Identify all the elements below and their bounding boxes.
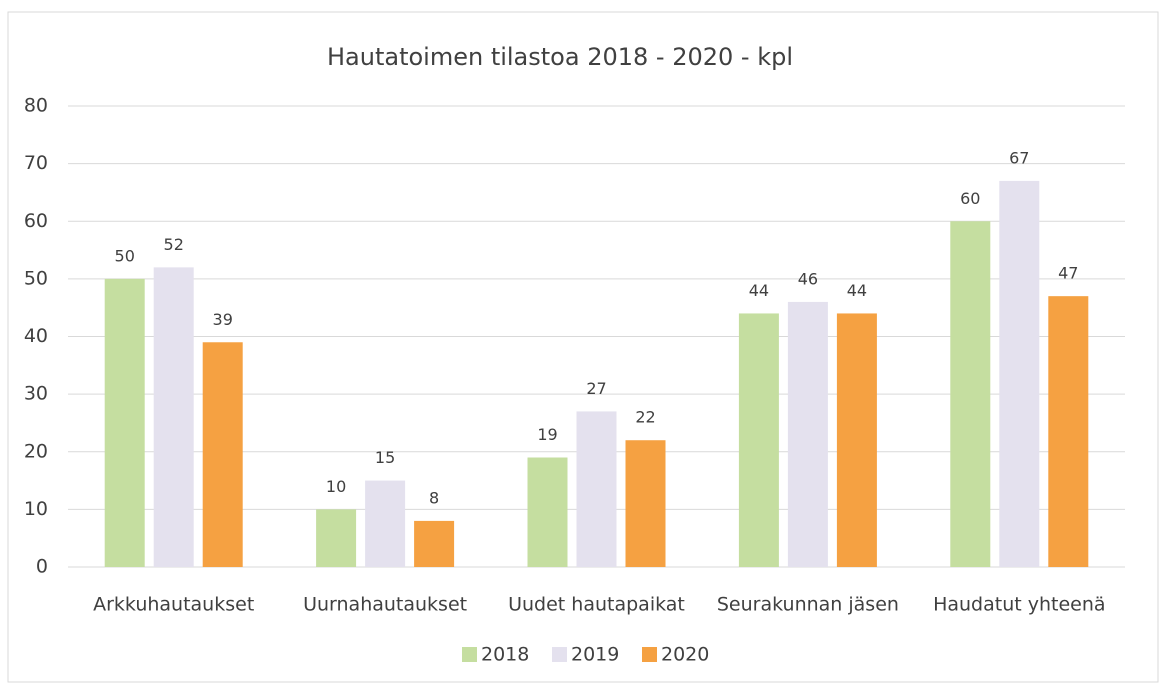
data-label: 8	[429, 488, 439, 507]
data-label: 50	[115, 246, 135, 265]
bar	[527, 457, 568, 567]
bar	[625, 440, 666, 567]
y-tick-label: 0	[36, 556, 48, 578]
bar	[1048, 296, 1089, 567]
bar	[999, 180, 1040, 567]
bar	[576, 411, 617, 567]
y-tick-label: 50	[24, 267, 48, 289]
bar	[836, 313, 877, 567]
bar	[202, 342, 243, 567]
y-tick-label: 30	[24, 383, 48, 405]
data-label: 46	[798, 269, 818, 288]
bar	[950, 221, 991, 567]
x-tick-label: Uurnahautaukset	[303, 594, 467, 616]
y-tick-label: 80	[24, 95, 48, 117]
data-label: 19	[537, 425, 557, 444]
data-label: 67	[1009, 148, 1029, 167]
bar	[738, 313, 779, 567]
y-tick-label: 70	[24, 152, 48, 174]
x-tick-label: Seurakunnan jäsen	[717, 594, 899, 616]
data-label: 27	[586, 379, 606, 398]
x-tick-label: Haudatut yhteenä	[933, 594, 1105, 616]
data-label: 10	[326, 477, 346, 496]
data-label: 47	[1058, 264, 1078, 283]
data-label: 44	[749, 281, 769, 300]
data-label: 60	[960, 189, 980, 208]
y-tick-label: 20	[24, 440, 48, 462]
data-label: 44	[847, 281, 867, 300]
y-tick-label: 40	[24, 325, 48, 347]
y-tick-label: 10	[24, 498, 48, 520]
y-tick-label: 60	[24, 210, 48, 232]
bar	[414, 520, 455, 567]
data-label: 15	[375, 448, 395, 467]
x-tick-label: Uudet hautapaikat	[508, 594, 685, 616]
chart-title: Hautatoimen tilastoa 2018 - 2020 - kpl	[327, 43, 793, 71]
bar	[104, 278, 145, 567]
legend-label: 2020	[661, 644, 709, 666]
legend-swatch	[642, 647, 657, 662]
legend-label: 2019	[571, 644, 619, 666]
legend-swatch	[462, 647, 477, 662]
bar	[787, 301, 828, 567]
legend-swatch	[552, 647, 567, 662]
data-label: 22	[635, 408, 655, 427]
x-tick-label: Arkkuhautaukset	[93, 594, 254, 616]
bar	[316, 509, 357, 567]
bar	[153, 267, 194, 567]
data-label: 39	[213, 310, 233, 329]
legend-label: 2018	[481, 644, 529, 666]
data-label: 52	[164, 235, 184, 254]
bar	[365, 480, 406, 567]
